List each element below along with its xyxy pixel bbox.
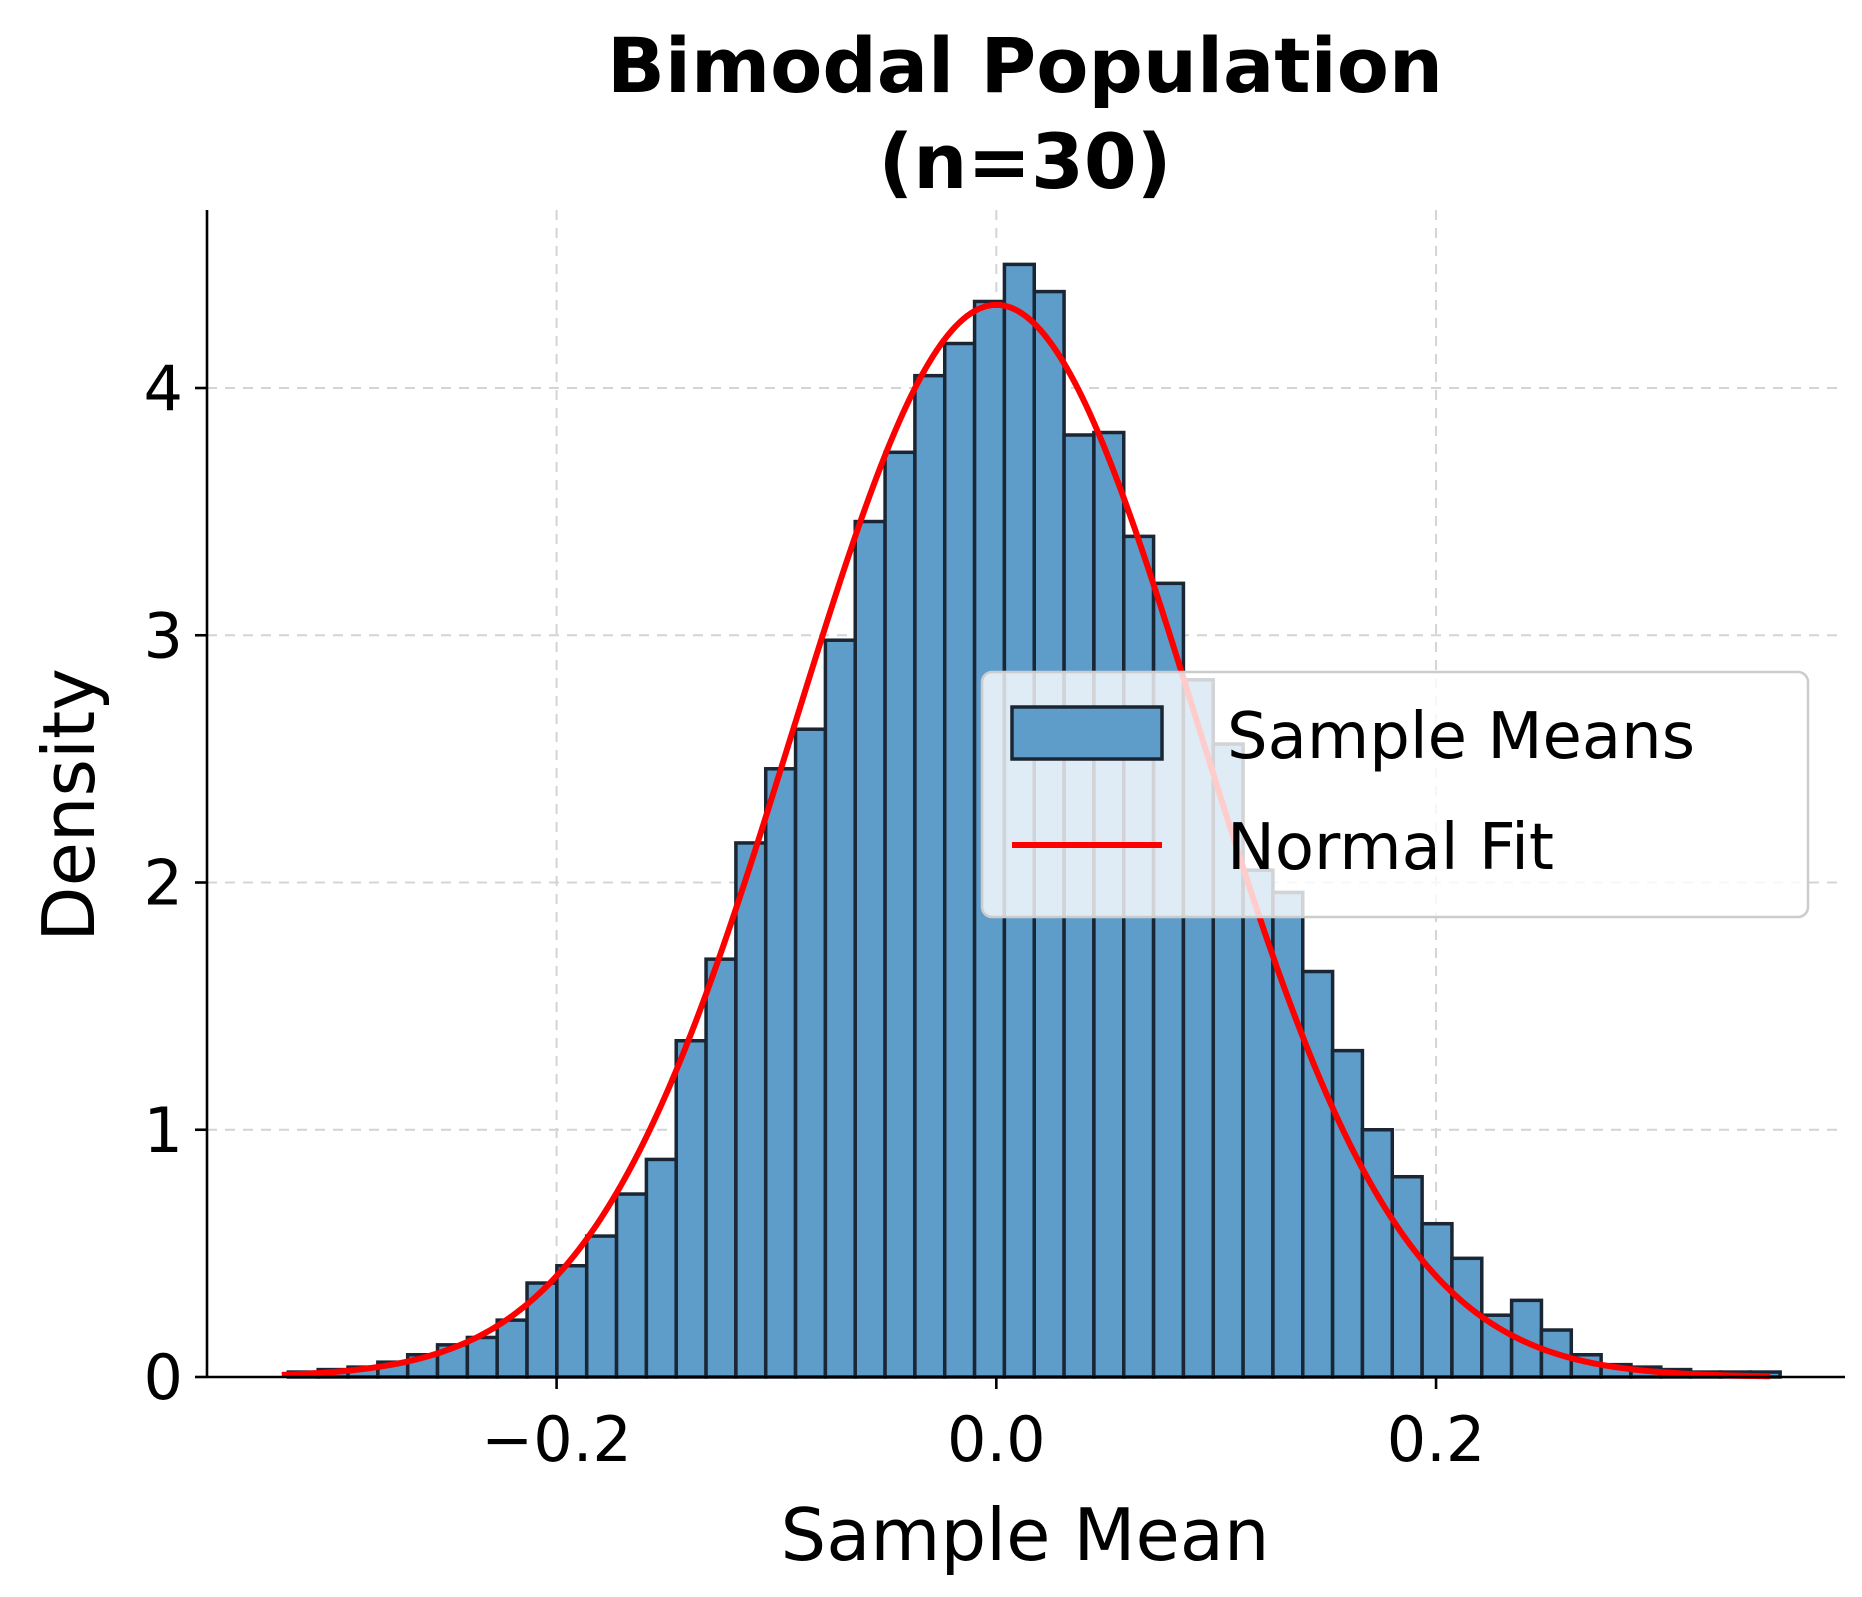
histogram-bar (555, 1263, 589, 1379)
histogram-bar (1301, 969, 1335, 1379)
histogram-bar (734, 841, 768, 1379)
legend-label-normal-fit: Normal Fit (1227, 811, 1554, 885)
y-tick-label: 3 (144, 599, 183, 672)
histogram-bar (644, 1157, 678, 1379)
histogram-bar (853, 519, 887, 1379)
x-axis-label: Sample Mean (780, 1493, 1269, 1577)
histogram-bar (1330, 1048, 1365, 1379)
histogram-bar (913, 373, 947, 1379)
legend: Sample Means Normal Fit (980, 670, 1810, 919)
y-tick-label: 0 (144, 1341, 183, 1414)
histogram-bar (1450, 1256, 1484, 1379)
y-tick-label: 2 (144, 847, 183, 920)
x-tick-label: −0.2 (481, 1403, 632, 1476)
x-tick-label: 0.0 (947, 1403, 1046, 1476)
histogram-bar (674, 1038, 708, 1379)
y-tick-label: 1 (144, 1094, 183, 1167)
legend-swatch-sample-means (1010, 705, 1164, 761)
y-tick-label: 4 (144, 352, 183, 425)
histogram-bar (763, 767, 798, 1379)
histogram-bar (942, 341, 977, 1379)
x-tick-label: 0.2 (1387, 1403, 1486, 1476)
chart-title-line-1: Bimodal Population (607, 21, 1443, 110)
histogram-bar (495, 1318, 529, 1379)
histogram-bar (465, 1335, 499, 1379)
histogram-bar (704, 957, 738, 1379)
legend-label-sample-means: Sample Means (1227, 700, 1695, 774)
axes (205, 210, 1845, 1379)
y-axis-label: Density (27, 668, 111, 942)
tick-labels: −0.2 0.0 0.2 0 1 2 3 4 (144, 352, 1486, 1476)
histogram-bar (793, 727, 828, 1379)
histogram-bar (1360, 1128, 1395, 1379)
histogram-bar (883, 450, 917, 1379)
histogram-bar (823, 638, 857, 1379)
histogram-bar (1122, 534, 1156, 1379)
histogram-bar (1390, 1174, 1424, 1379)
normal-fit-line (281, 301, 1771, 1380)
histogram-bar (614, 1192, 649, 1379)
chart-title-line-2: (n=30) (878, 117, 1171, 206)
normal-fit-curve (281, 301, 1771, 1380)
histogram-bar (584, 1234, 619, 1379)
histogram-bar (1420, 1221, 1454, 1379)
legend-frame (980, 670, 1810, 919)
